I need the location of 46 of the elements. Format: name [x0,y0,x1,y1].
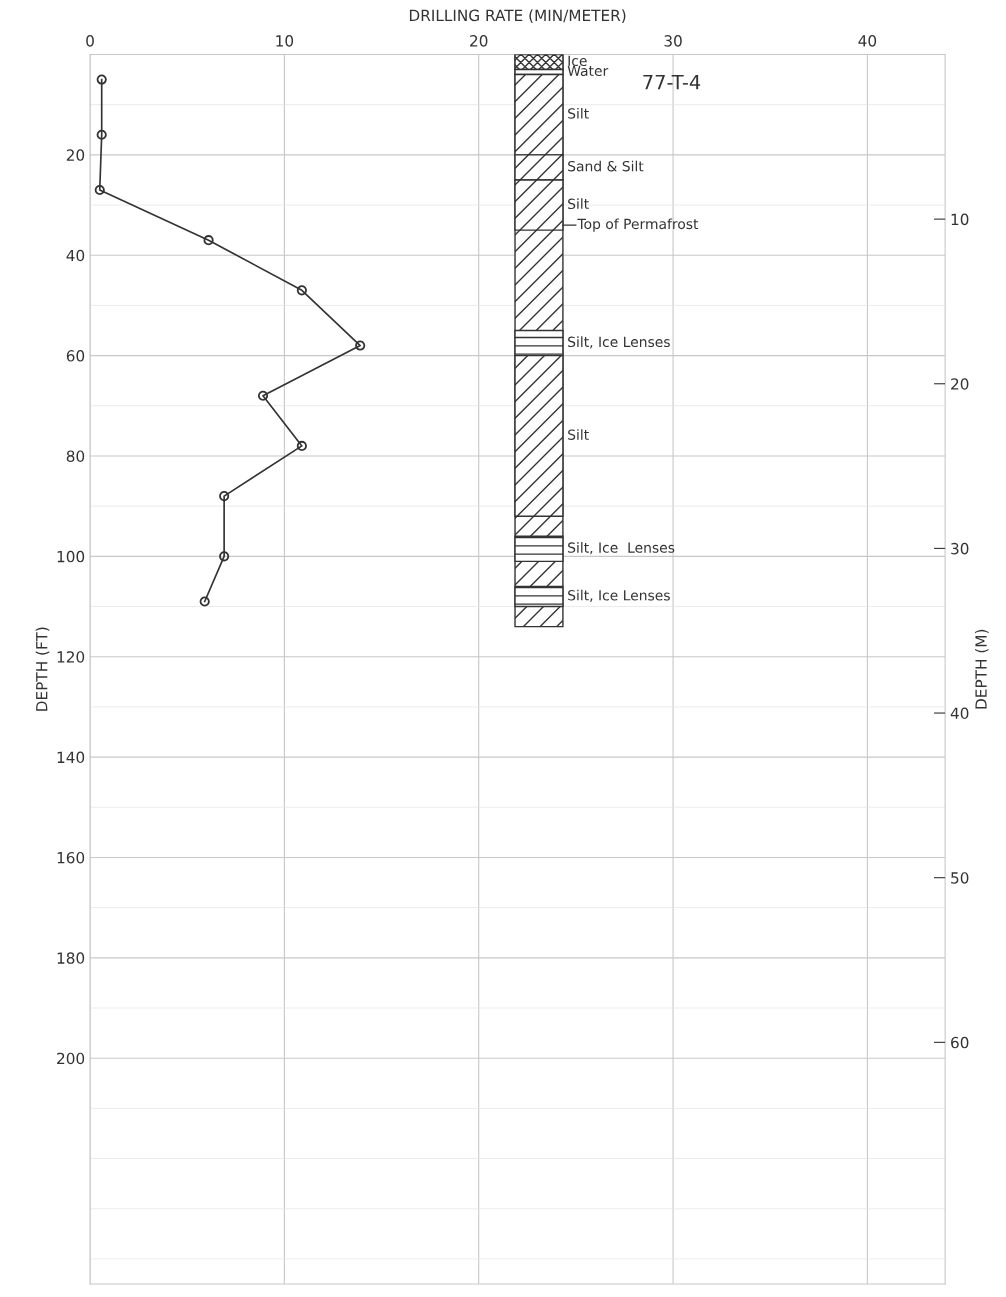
x-tick-label: 20 [470,35,488,47]
y2-tick-label: 20 [951,378,969,390]
point [96,74,107,85]
point [296,440,307,451]
point [296,285,307,296]
band-label: Silt [568,429,589,440]
band-label: Water [567,65,609,77]
band-label: Silt, Ice Lenses [568,589,670,602]
x-tick-label: 0 [86,35,94,47]
y-tick-label: 140 [57,751,85,764]
band-label: Silt, Ice Lenses [568,336,670,349]
y-axis-title: DEPTH (FT) [35,627,50,711]
point [257,390,269,401]
y-tick-label: 120 [57,651,85,663]
point [219,551,230,562]
point [199,596,210,607]
x-tick-label: 10 [276,35,294,47]
band-label: Sand & Silt [568,160,644,172]
y2-tick-label: 10 [951,213,969,226]
point [203,235,214,246]
y2-tick-label: 50 [951,872,969,884]
y2-axis-title: DEPTH (M) [975,629,989,709]
ref-line-label: Top of Permafrost [577,218,699,232]
band-label: Silt [568,198,589,210]
band-label: Silt, Ice Lenses [568,542,675,555]
point [96,129,107,140]
y2-tick-label: 30 [951,542,969,555]
y2-tick-label: 60 [951,1036,969,1049]
y-tick-label: 60 [66,350,85,362]
x-tick-label: 40 [858,35,877,47]
point [94,184,105,196]
x-axis-title: DRILLING RATE (MIN/METER) [409,9,626,23]
point [219,491,230,502]
y-tick-label: 180 [57,952,85,964]
band-label: Ice [568,55,587,67]
y-tick-label: 20 [66,149,85,161]
point [355,340,366,351]
y-tick-label: 40 [66,249,85,262]
band-label: Silt [568,107,589,119]
y-tick-label: 200 [57,1052,85,1065]
y-tick-label: 80 [66,450,85,462]
x-tick-label: 30 [664,35,682,47]
y2-tick-label: 40 [950,707,969,720]
y-tick-label: 160 [57,851,85,864]
text: 77-T-4 [643,75,701,90]
y-tick-label: 100 [57,550,85,563]
